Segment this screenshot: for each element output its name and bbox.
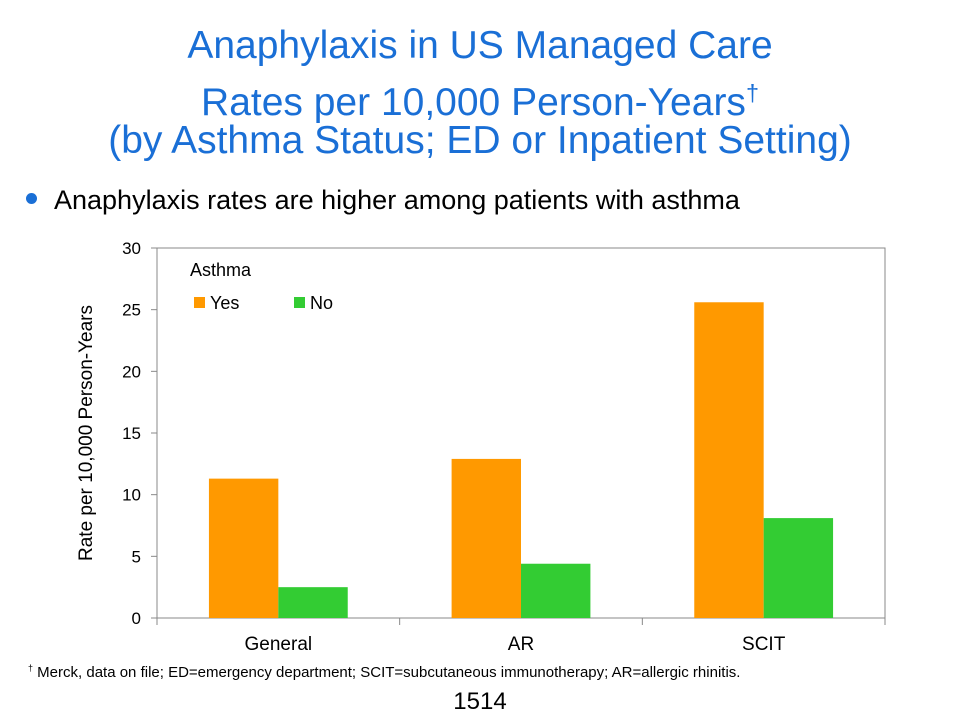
y-tick-label: 10	[122, 486, 141, 505]
bar-no-scit	[763, 518, 834, 618]
bar-yes-scit	[694, 302, 764, 618]
y-tick-label: 5	[132, 547, 141, 566]
x-tick-label: General	[245, 634, 313, 655]
legend-label-yes: Yes	[210, 293, 239, 313]
legend-title: Asthma	[190, 260, 252, 280]
y-tick-label: 15	[122, 424, 141, 443]
x-tick-label: AR	[508, 634, 534, 655]
page-number: 1514	[453, 688, 507, 715]
y-tick-label: 0	[132, 609, 141, 628]
page-title-line2-text: Rates per 10,000 Person-Years	[201, 81, 746, 124]
legend-swatch-yes	[194, 297, 205, 308]
y-tick-label: 20	[122, 362, 141, 381]
bar-no-general	[278, 587, 348, 618]
legend-swatch-no	[294, 297, 305, 308]
y-axis-label: Rate per 10,000 Person-Years	[76, 305, 97, 561]
title-footnote-mark: †	[745, 80, 759, 106]
bullet-point: Anaphylaxis rates are higher among patie…	[26, 185, 740, 216]
page-title-line3: (by Asthma Status; ED or Inpatient Setti…	[108, 119, 852, 162]
footnote-mark: †	[28, 663, 34, 673]
y-tick-label: 25	[122, 301, 141, 320]
y-tick-label: 30	[122, 239, 141, 258]
x-tick-label: SCIT	[742, 634, 786, 655]
bar-yes-general	[208, 478, 279, 618]
page-title-line2: Rates per 10,000 Person-Years†	[0, 74, 960, 122]
bullet-dot-icon	[26, 193, 37, 205]
footnote-text: Merck, data on file; ED=emergency depart…	[33, 664, 741, 681]
page-title-line1: Anaphylaxis in US Managed Care	[187, 24, 773, 67]
bullet-text: Anaphylaxis rates are higher among patie…	[54, 185, 740, 215]
bar-no-ar	[521, 563, 591, 618]
legend-label-no: No	[310, 293, 333, 313]
footnote: † Merck, data on file; ED=emergency depa…	[28, 663, 740, 681]
bar-yes-ar	[451, 458, 521, 618]
